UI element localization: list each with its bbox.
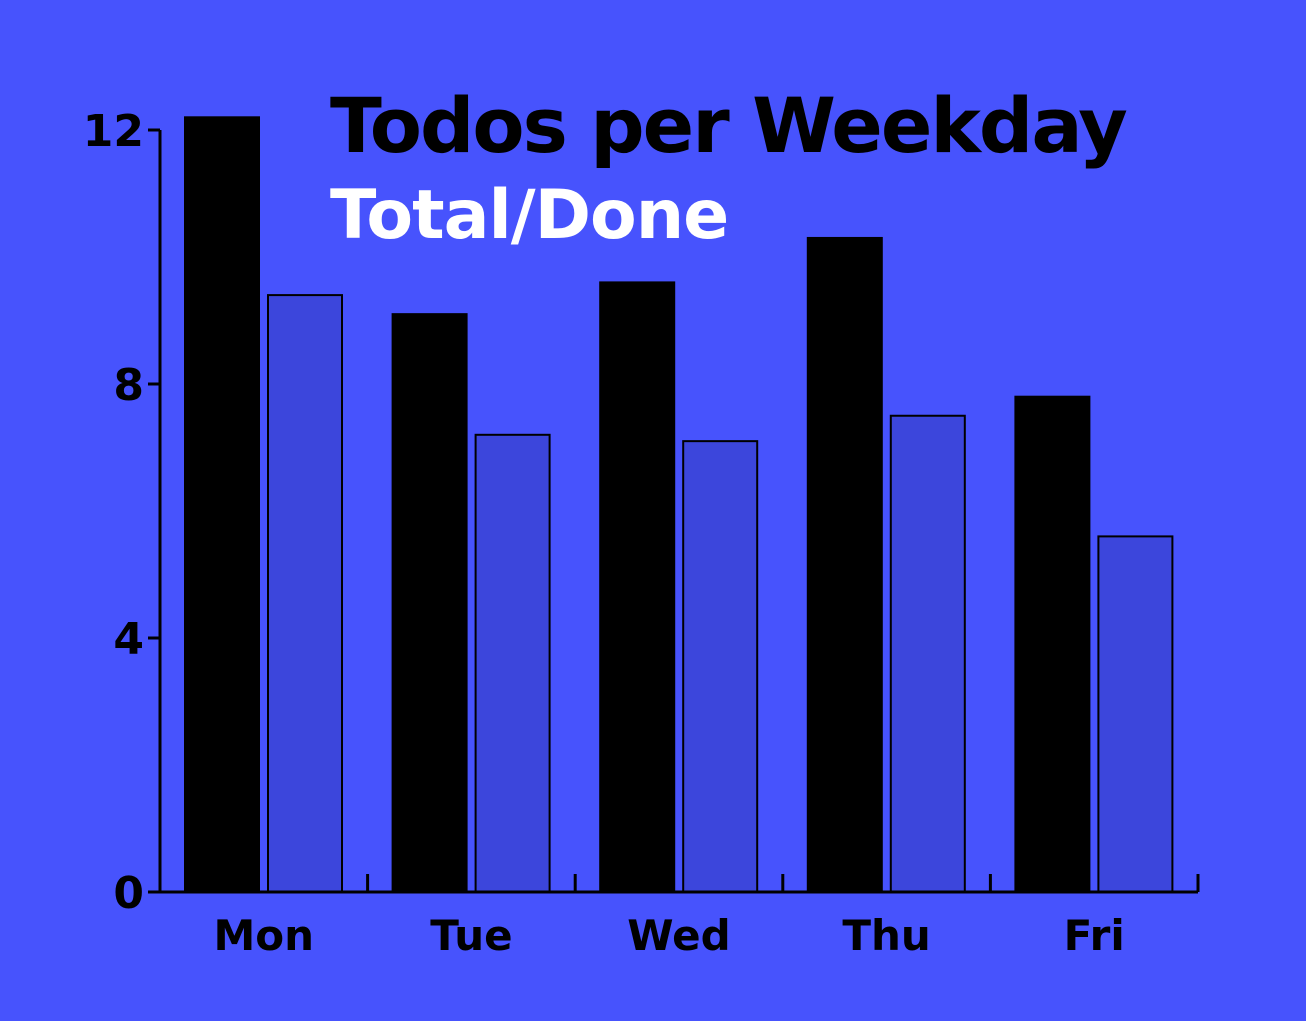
chart-subtitle: Total/Done bbox=[330, 176, 728, 255]
bar-done-mon bbox=[267, 294, 343, 894]
x-tick-label-mon: Mon bbox=[214, 911, 315, 960]
y-tick-label-8: 8 bbox=[113, 360, 144, 411]
axes-group: Mon Tue Wed Thu Fri 0 4 8 12 bbox=[83, 106, 1200, 960]
bar-total-thu bbox=[806, 236, 883, 893]
bar-done-fri bbox=[1097, 535, 1174, 894]
bar-done-wed bbox=[682, 440, 759, 893]
bars-group bbox=[184, 116, 1174, 894]
chart-title: Todos per Weekday bbox=[330, 81, 1127, 170]
x-tick-label-thu: Thu bbox=[842, 911, 930, 960]
bar-total-tue bbox=[391, 313, 468, 893]
bar-done-thu bbox=[889, 414, 966, 893]
x-tick-label-fri: Fri bbox=[1064, 911, 1125, 960]
x-tick-label-tue: Tue bbox=[430, 911, 512, 960]
y-tick-label-4: 4 bbox=[113, 614, 144, 665]
y-tick-label-12: 12 bbox=[83, 106, 144, 157]
bar-total-mon bbox=[184, 116, 260, 894]
bar-total-wed bbox=[599, 281, 676, 893]
bar-done-tue bbox=[474, 433, 551, 893]
bar-total-fri bbox=[1014, 395, 1091, 893]
y-tick-label-0: 0 bbox=[113, 868, 144, 919]
x-tick-label-wed: Wed bbox=[627, 911, 730, 960]
